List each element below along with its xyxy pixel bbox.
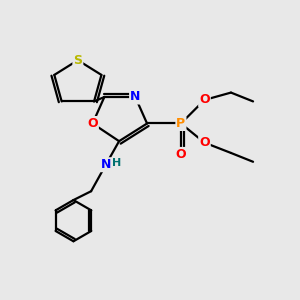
Text: O: O — [87, 117, 98, 130]
Text: H: H — [112, 158, 122, 168]
Text: O: O — [199, 136, 210, 149]
Text: O: O — [199, 93, 210, 106]
Text: N: N — [100, 158, 111, 171]
Text: S: S — [74, 54, 82, 67]
Text: O: O — [176, 148, 186, 161]
Text: P: P — [176, 117, 185, 130]
Text: N: N — [130, 91, 140, 103]
